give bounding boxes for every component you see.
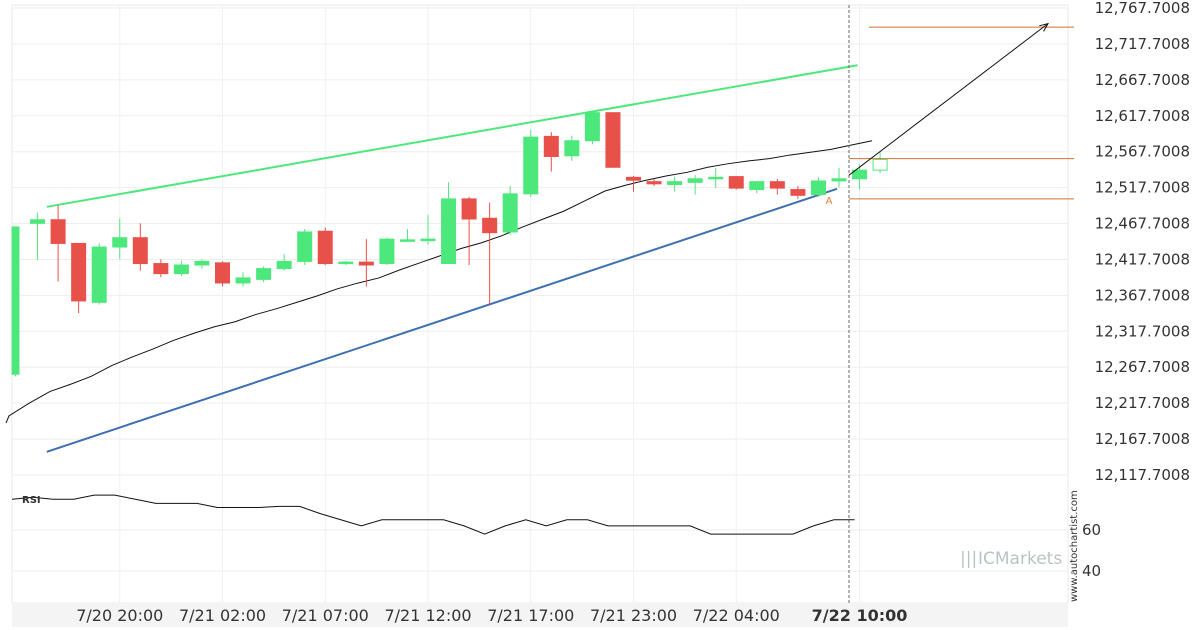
moving-average-line: [5, 140, 873, 424]
candle-body: [379, 238, 395, 265]
y-tick-label: 12,567.7008: [1095, 143, 1190, 161]
candle-body: [626, 176, 641, 181]
grid-lines: [11, 4, 1069, 627]
candle-body: [872, 158, 888, 171]
arrow-head-icon: [1039, 22, 1050, 32]
x-tick-label: 7/20 20:00: [76, 606, 163, 625]
candle-body: [256, 268, 272, 280]
candle-body: [502, 193, 518, 233]
x-axis-labels: 7/20 20:00 7/21 02:00 7/21 07:00 7/21 12:00…: [76, 606, 907, 625]
y-tick-label: 12,417.7008: [1095, 250, 1190, 268]
projection-arrow-line: [848, 23, 1049, 176]
rsi-panel: [11, 494, 855, 535]
x-tick-label: 7/22 04:00: [693, 606, 780, 625]
y-tick-label: 12,617.7008: [1095, 107, 1190, 125]
candle-body: [297, 231, 313, 262]
y-axis-labels: 12,767.7008 12,717.7008 12,667.7008 12,617.…: [1082, 0, 1190, 580]
candle-series: [11, 110, 888, 377]
candle-body: [646, 181, 662, 185]
candle-body: [543, 135, 559, 158]
resistance-trendline: [46, 64, 858, 208]
pattern-point-label: A: [826, 196, 833, 207]
overlay-annotations: A: [826, 5, 1074, 603]
candle-body: [50, 219, 66, 244]
candle-body: [687, 178, 703, 183]
candle-body: [790, 189, 806, 196]
candle-body: [482, 217, 498, 234]
x-tick-label: 7/21 02:00: [179, 606, 266, 625]
candle-body: [399, 239, 415, 242]
candle-body: [749, 181, 765, 191]
rsi-tick-label: 60: [1082, 521, 1101, 539]
candle-body: [441, 198, 457, 265]
y-tick-label: 12,317.7008: [1095, 322, 1190, 340]
y-tick-label: 12,517.7008: [1095, 179, 1190, 197]
x-tick-label: 7/21 17:00: [487, 606, 574, 625]
rsi-line: [11, 494, 855, 535]
y-tick-label: 12,217.7008: [1095, 394, 1190, 412]
candle-body: [338, 261, 354, 265]
x-tick-label: 7/21 12:00: [384, 606, 471, 625]
y-tick-label: 12,267.7008: [1095, 358, 1190, 376]
bars-icon: |||: [960, 549, 977, 569]
candle-body: [194, 260, 210, 266]
candle-body: [728, 176, 744, 189]
candle-body: [71, 242, 87, 302]
candle-body: [317, 230, 333, 265]
indicator-lines: [5, 64, 873, 453]
y-tick-label: 12,117.7008: [1095, 466, 1190, 484]
candle-body: [30, 219, 46, 224]
candle-body: [584, 112, 600, 142]
icmarkets-logo: ||| ICMarkets: [960, 549, 1062, 569]
candle-body: [523, 136, 539, 195]
candle-body: [769, 181, 785, 189]
y-tick-label: 12,717.7008: [1095, 35, 1190, 53]
y-tick-label: 12,467.7008: [1095, 215, 1190, 233]
candle-body: [831, 178, 847, 182]
candle-body: [173, 264, 189, 275]
rsi-label: RSI: [22, 495, 41, 506]
rsi-tick-label: 40: [1082, 562, 1101, 580]
candle-body: [235, 277, 251, 284]
plot-frame: [11, 4, 1069, 604]
candle-body: [358, 261, 374, 266]
candle-body: [11, 226, 20, 375]
candle-body: [153, 263, 169, 275]
x-tick-label: 7/22 10:00: [812, 606, 908, 625]
x-tick-label: 7/21 07:00: [282, 606, 369, 625]
brand-text: ICMarkets: [978, 549, 1062, 569]
x-tick-label: 7/21 23:00: [590, 606, 677, 625]
candle-body: [667, 181, 683, 186]
candle-body: [276, 260, 292, 270]
candle-body: [215, 262, 230, 284]
candle-body: [605, 112, 621, 168]
y-tick-label: 12,167.7008: [1095, 430, 1190, 448]
candle-body: [420, 238, 436, 242]
candle-body: [708, 176, 724, 180]
candle-body: [91, 246, 107, 303]
y-tick-label: 12,767.7008: [1095, 0, 1190, 17]
y-tick-label: 12,367.7008: [1095, 286, 1190, 304]
candle-body: [852, 169, 868, 180]
candle-body: [112, 237, 128, 248]
y-tick-label: 12,667.7008: [1095, 71, 1190, 89]
x-axis-band: [12, 603, 1068, 627]
candle-body: [810, 180, 826, 196]
candle-body: [461, 198, 477, 220]
candle-body: [132, 237, 148, 265]
autochartist-watermark: www.autochartist.com: [1069, 490, 1080, 602]
candle-body: [564, 140, 580, 157]
support-trendline: [46, 187, 838, 453]
